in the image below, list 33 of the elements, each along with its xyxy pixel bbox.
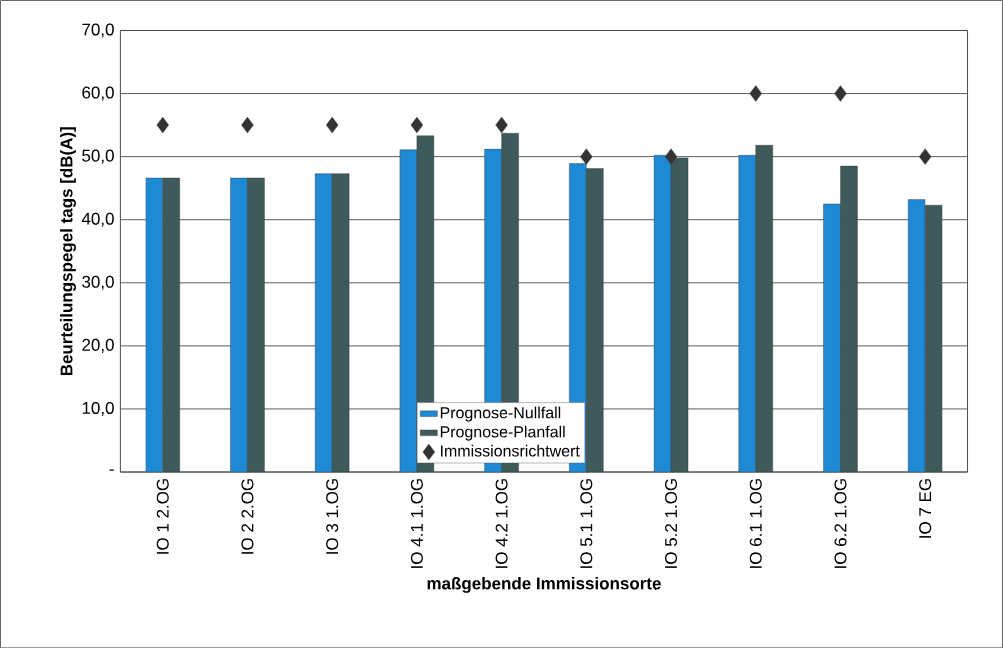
point xyxy=(664,148,678,165)
legend-label: Immissionsrichtwert xyxy=(441,444,580,457)
point xyxy=(410,116,424,134)
point xyxy=(580,148,593,165)
x-tick-label: IO 1 2.OG xyxy=(156,478,169,554)
y-tick-label: - xyxy=(109,469,114,471)
legend-label: Prognose-Planfall xyxy=(440,425,565,441)
point xyxy=(495,116,508,134)
y-axis-title: Beurteilungspegel tags [dB(A)] xyxy=(60,127,76,375)
x-axis-title: maßgebende Immissionsorte xyxy=(427,576,661,593)
legend-label: Prognose-Nullfall xyxy=(440,406,561,422)
x-tick-label: IO 4.2 1.OG xyxy=(495,478,508,568)
x-tick-label: IO 7 EG xyxy=(919,478,932,538)
y-tick-label: 70,0 xyxy=(82,23,114,38)
x-tick-label: IO 4.1 1.OG xyxy=(410,478,423,568)
point xyxy=(749,85,762,102)
y-tick-label: 60,0 xyxy=(82,86,114,101)
point xyxy=(156,116,169,134)
x-tick-label: IO 6.2 1.OG xyxy=(834,478,847,568)
point xyxy=(325,116,339,134)
y-tick-label: 40,0 xyxy=(81,212,114,227)
x-tick-label: IO 2 2.OG xyxy=(241,478,254,554)
point xyxy=(834,85,847,102)
point xyxy=(241,116,254,134)
x-tick-label: IO 5.2 1.OG xyxy=(665,478,678,568)
y-tick-label: 30,0 xyxy=(82,275,114,290)
x-tick-label: IO 6.1 1.OG xyxy=(749,478,762,568)
y-tick-label: 20,0 xyxy=(82,338,114,353)
y-tick-label: 10,0 xyxy=(82,401,114,416)
point xyxy=(918,148,932,165)
y-tick-label: 50,0 xyxy=(82,149,114,164)
x-tick-label: IO 3 1.OG xyxy=(326,478,339,554)
x-tick-label: IO 5.1 1.OG xyxy=(580,478,593,568)
